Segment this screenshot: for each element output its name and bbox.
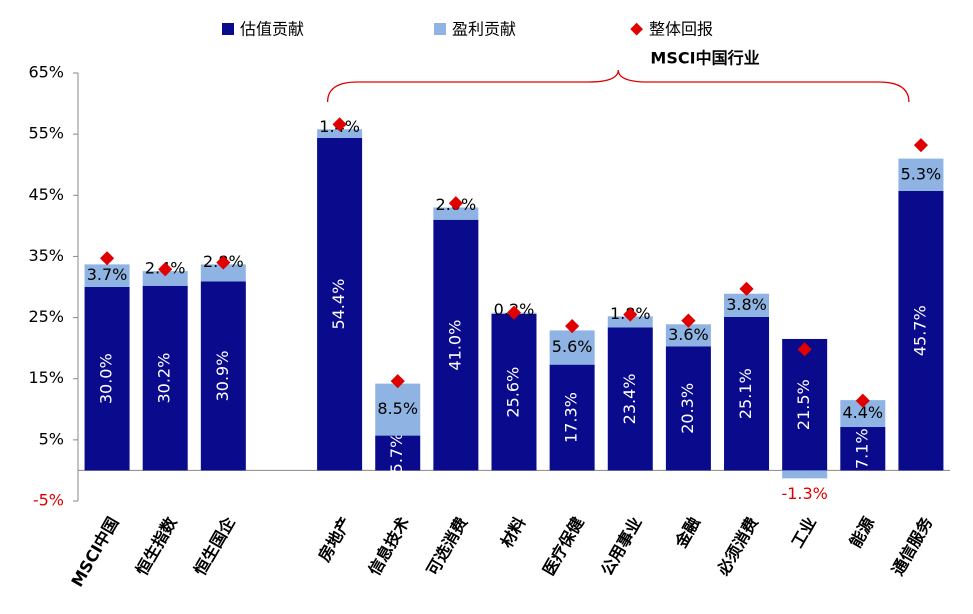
- bar-segment: [549, 330, 595, 365]
- bar-segment: [898, 191, 944, 471]
- value-label: 3.7%: [87, 265, 128, 284]
- scatter-point: [797, 342, 812, 357]
- legend-marker: [434, 23, 446, 35]
- scatter-point: [565, 319, 580, 334]
- y-tick-label: 25%: [28, 307, 64, 326]
- bar-segment: [317, 137, 363, 471]
- scatter-point: [506, 305, 522, 320]
- bar-segment: [665, 324, 711, 347]
- y-tick-label: 45%: [28, 185, 64, 204]
- bar-segment: [724, 293, 770, 317]
- bar-segment: [665, 346, 711, 471]
- bar-segment: [375, 435, 421, 471]
- legend-label: 整体回报: [649, 20, 713, 39]
- x-tick-label: MSCI中国: [67, 514, 122, 590]
- value-label: 30.2%: [155, 353, 174, 404]
- bar-segment: [607, 327, 653, 471]
- value-label: 41.0%: [445, 320, 464, 371]
- y-tick-label: 5%: [39, 429, 64, 448]
- bar-segment: [317, 129, 363, 138]
- x-tick-label: 公用事业: [597, 514, 645, 579]
- bar-segment: [782, 470, 828, 479]
- value-label: 5.6%: [552, 337, 593, 356]
- bar-segment: [898, 158, 944, 192]
- x-tick-label: 金融: [671, 514, 704, 552]
- scatter-point: [913, 138, 929, 153]
- scatter-point: [216, 255, 231, 270]
- x-tick-label: 材料: [497, 514, 529, 551]
- value-label: 3.8%: [726, 295, 767, 314]
- x-tick-label: 房地产: [314, 514, 354, 565]
- value-label: 45.7%: [910, 305, 929, 356]
- legend-marker: [630, 22, 644, 36]
- annotation: MSCI中国行业: [650, 49, 759, 68]
- bar-segment: [782, 338, 828, 471]
- value-label: 7.1%: [852, 428, 871, 469]
- value-label: 21.5%: [794, 379, 813, 430]
- value-label: 3.6%: [668, 325, 709, 344]
- legend-label: 盈利贡献: [452, 20, 516, 39]
- value-label: 54.4%: [329, 279, 348, 330]
- legend-marker: [222, 23, 234, 35]
- bar-segment: [84, 264, 130, 287]
- bar-segment: [491, 313, 537, 471]
- bar-segment: [433, 219, 479, 471]
- y-tick-label: -5%: [33, 491, 64, 510]
- bar-segment: [549, 364, 595, 471]
- bar-segment: [724, 316, 770, 471]
- bar-segment: [433, 207, 479, 220]
- value-label: 4.4%: [842, 403, 883, 422]
- y-tick-label: 35%: [28, 246, 64, 265]
- y-tick-label: 15%: [28, 368, 64, 387]
- bar-segment: [840, 427, 886, 471]
- scatter-point: [623, 307, 638, 322]
- value-label: 5.3%: [901, 164, 942, 183]
- x-tick-label: 通信服务: [888, 513, 937, 579]
- value-label: 23.4%: [620, 373, 639, 424]
- value-label: 25.1%: [736, 368, 755, 419]
- value-label: 30.0%: [97, 353, 116, 404]
- bar-segment: [375, 383, 421, 436]
- x-tick-label: 工业: [788, 514, 820, 551]
- bar-segment: [142, 285, 188, 471]
- y-tick-label: 55%: [28, 124, 64, 143]
- x-tick-label: 必须消费: [713, 514, 762, 580]
- bar-segment: [200, 281, 246, 471]
- scatter-point: [855, 393, 870, 408]
- annotation-brace: [326, 69, 910, 103]
- legend-label: 估值贡献: [240, 20, 304, 39]
- scatter-point: [390, 374, 405, 389]
- scatter-point: [681, 313, 696, 328]
- scatter-point: [332, 117, 347, 132]
- value-label: 5.7%: [387, 433, 406, 474]
- y-tick-label: 65%: [28, 63, 64, 82]
- x-tick-label: 可选消费: [423, 514, 471, 579]
- x-tick-label: 信息技术: [365, 514, 413, 579]
- bar-segment: [84, 287, 130, 471]
- scatter-point: [158, 262, 173, 277]
- scatter-point: [99, 251, 115, 266]
- bar-segment: [200, 264, 246, 282]
- value-label: 25.6%: [504, 367, 523, 418]
- x-tick-label: 能源: [846, 514, 878, 551]
- value-label: 17.3%: [562, 392, 581, 443]
- value-label: -1.3%: [781, 484, 827, 503]
- scatter-point: [448, 196, 463, 211]
- x-tick-label: 恒生指数: [132, 513, 181, 579]
- x-tick-label: 医疗保健: [539, 514, 587, 579]
- value-label: 20.3%: [678, 383, 697, 434]
- bar-segment: [607, 316, 653, 328]
- value-label: 8.5%: [377, 399, 418, 418]
- bar-segment: [142, 271, 188, 286]
- value-label: 30.9%: [213, 351, 232, 402]
- x-tick-label: 恒生国企: [190, 513, 239, 579]
- scatter-point: [739, 281, 754, 296]
